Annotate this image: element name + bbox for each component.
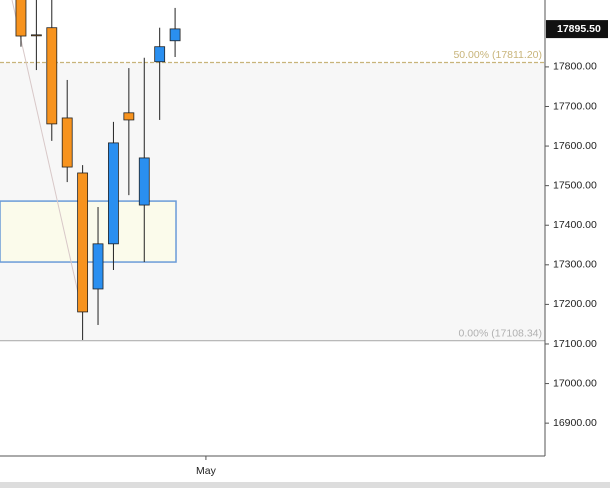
y-tick-label: 17400.00 xyxy=(553,219,597,231)
y-tick-label: 17300.00 xyxy=(553,259,597,271)
y-tick-label: 17500.00 xyxy=(553,179,597,191)
candle-body xyxy=(46,27,58,125)
candle-body xyxy=(169,28,181,42)
fib-label: 0.00% (17108.34) xyxy=(459,327,542,339)
y-tick-label: 17800.00 xyxy=(553,61,597,73)
candle-body xyxy=(138,157,150,206)
y-tick-label: 17200.00 xyxy=(553,298,597,310)
y-tick-label: 17700.00 xyxy=(553,100,597,112)
candle-body xyxy=(108,142,119,245)
plot-area xyxy=(0,0,545,342)
fib-label: 50.00% (17811.20) xyxy=(453,49,542,61)
y-tick-label: 16900.00 xyxy=(553,417,597,429)
last-price-label: 17895.50 xyxy=(557,23,601,35)
candle-body xyxy=(154,46,166,63)
y-tick-label: 17100.00 xyxy=(553,338,597,350)
candle-body xyxy=(92,243,104,290)
candle-body xyxy=(77,172,89,313)
x-tick-label: May xyxy=(196,465,217,477)
y-tick-label: 17000.00 xyxy=(553,377,597,389)
trendline xyxy=(11,0,84,314)
candle-body xyxy=(61,117,73,168)
candle-body xyxy=(123,112,135,121)
scrollbar xyxy=(0,482,610,488)
last-price-box xyxy=(546,20,608,39)
y-tick-label: 17600.00 xyxy=(553,140,597,152)
candle-body xyxy=(15,0,27,37)
candle-body xyxy=(30,34,42,37)
